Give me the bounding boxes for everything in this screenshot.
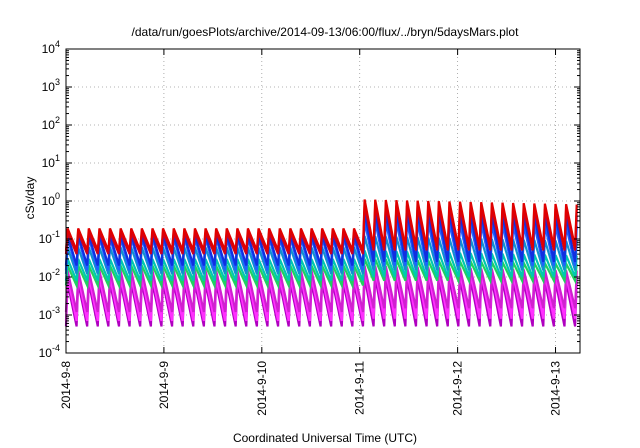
y-tick-label: 101 [42,153,60,170]
y-tick-label: 10-2 [39,267,60,284]
chart-title: /data/run/goesPlots/archive/2014-09-13/0… [132,25,520,39]
y-tick-label: 103 [42,77,60,94]
y-axis-label: cSv/day [23,177,37,220]
x-tick-label: 2014-9-8 [59,361,73,409]
y-tick-label: 10-4 [39,343,60,360]
x-tick-label: 2014-9-9 [157,361,171,409]
x-axis-label: Coordinated Universal Time (UTC) [233,431,417,445]
y-tick-label: 100 [42,191,60,208]
x-tick-label: 2014-9-13 [549,361,563,416]
y-tick-label: 104 [42,39,60,56]
series-line [64,199,578,251]
grid [66,49,580,353]
y-tick-label: 10-1 [39,229,60,246]
x-axis: 2014-9-8 2014-9-9 2014-9-10 2014-9-11 2014-9… [59,49,563,416]
plot-area [64,199,578,327]
x-tick-label: 2014-9-12 [451,361,465,416]
x-tick-label: 2014-9-10 [255,361,269,416]
x-tick-label: 2014-9-11 [353,361,367,415]
y-tick-label: 102 [42,115,60,132]
y-tick-label: 10-3 [39,305,60,322]
y-axis: 10-4 10-3 10-2 10-1 100 101 102 103 104 [39,39,580,360]
